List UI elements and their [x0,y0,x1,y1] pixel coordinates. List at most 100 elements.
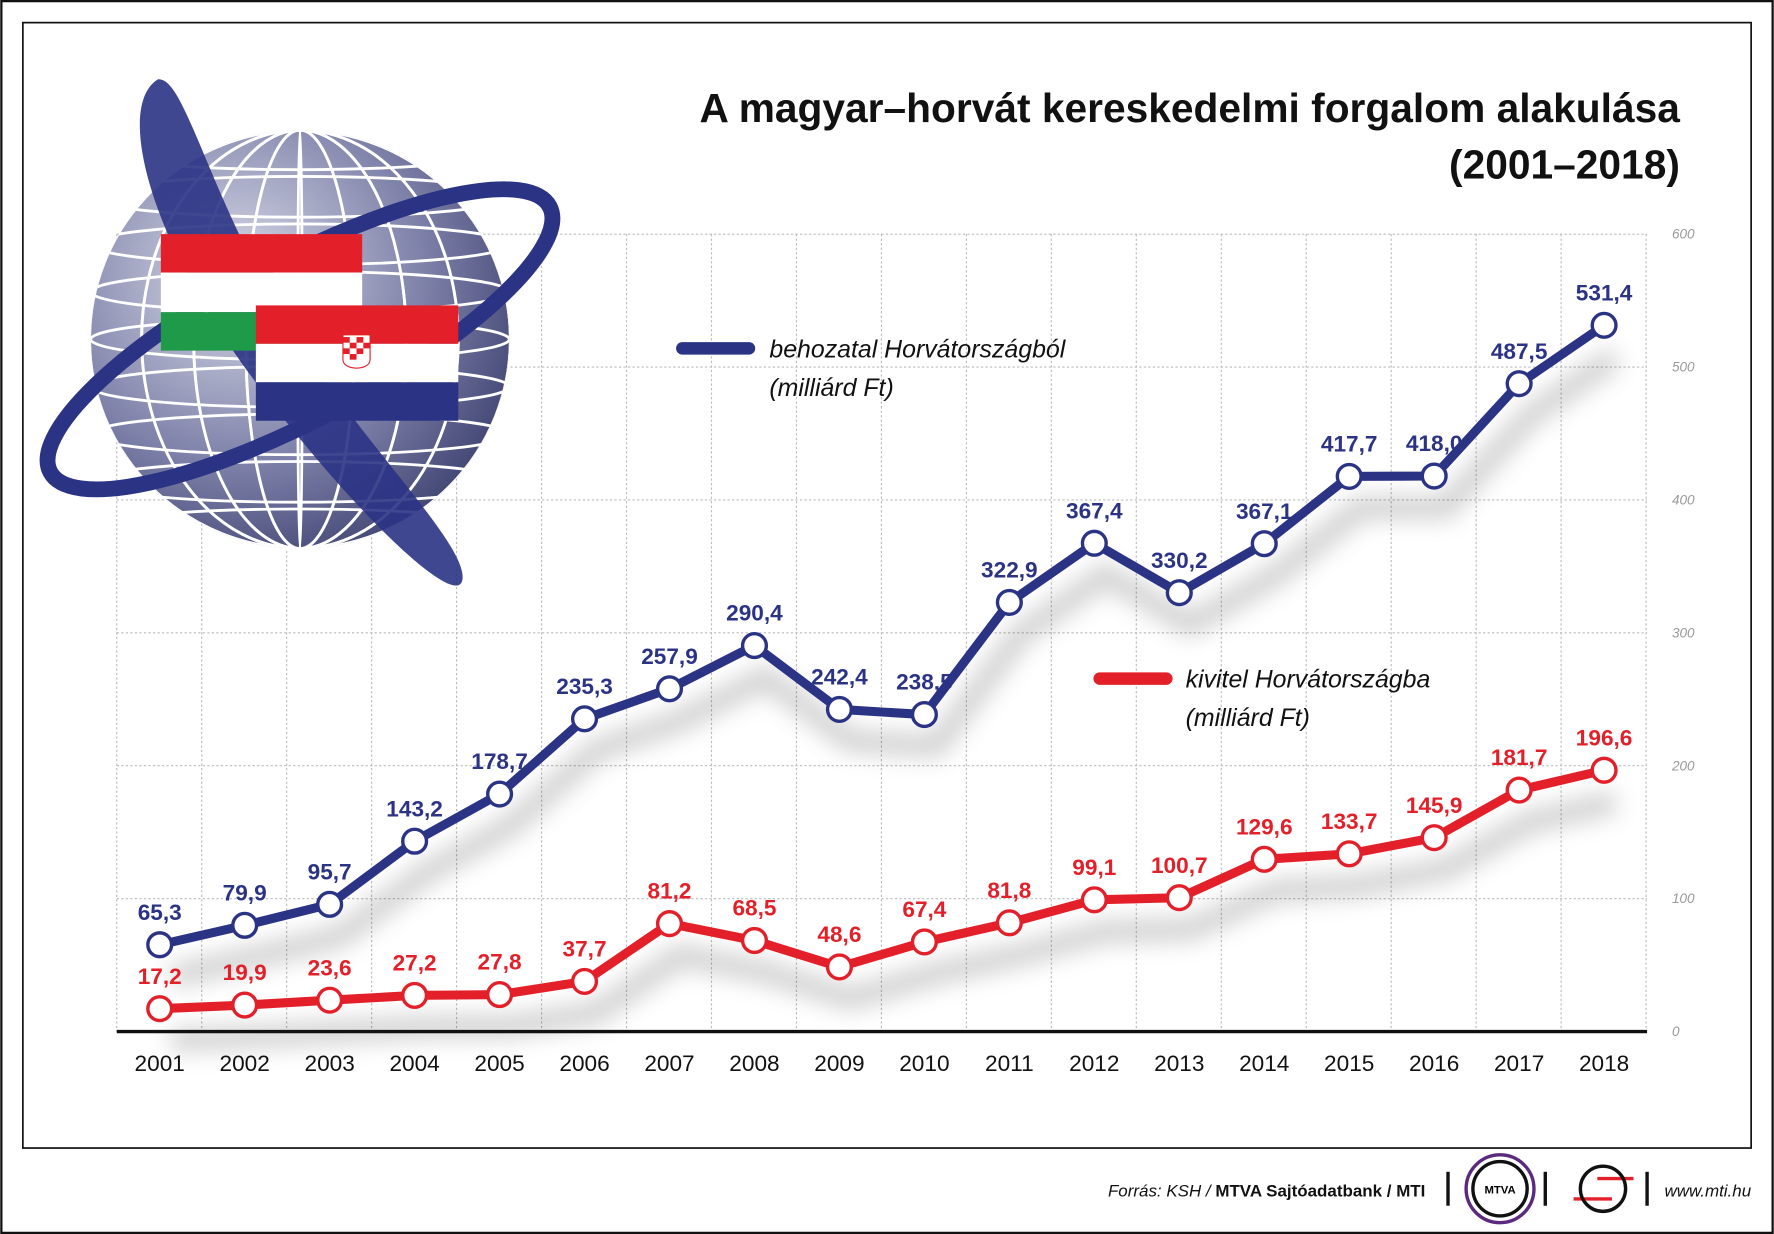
legend-export-label: kivitel Horvátországba [1186,666,1431,694]
x-tick-label: 2009 [814,1051,864,1076]
data-label: 67,4 [902,897,946,922]
data-point [316,986,344,1014]
data-point [570,967,599,996]
mti-logo [1573,1164,1634,1214]
data-point [825,695,854,723]
data-point [1250,530,1278,558]
data-label: 242,4 [811,665,868,690]
legend-export: kivitel Horvátországba (milliárd Ft) [1093,666,1431,732]
data-label: 23,6 [308,955,352,980]
data-point [1080,529,1108,557]
data-label: 181,7 [1491,745,1548,770]
data-point [486,981,514,1009]
x-tick-label: 2011 [985,1051,1034,1076]
data-point [1420,824,1448,852]
data-label: 27,2 [393,951,437,976]
data-label: 531,4 [1576,280,1633,305]
data-label: 330,2 [1151,548,1208,573]
data-label: 19,9 [223,960,267,985]
data-point [1420,462,1448,490]
x-tick-label: 2004 [389,1051,439,1076]
data-label: 487,5 [1491,339,1548,364]
data-label: 81,8 [987,878,1031,903]
data-point [401,827,429,855]
data-point [740,632,769,660]
x-tick-label: 2005 [474,1051,524,1076]
mtva-logo: MTVA [1464,1153,1536,1225]
legend-import-unit: (milliárd Ft) [769,374,893,402]
legend-import-label: behozatal Horvátországból [769,335,1066,363]
data-label: 235,3 [556,674,613,699]
data-label: 81,2 [647,879,691,904]
x-tick-label: 2010 [899,1051,949,1076]
data-point [1250,845,1278,873]
footer: Forrás: KSH / MTVA Sajtóadatbank / MTI M… [1108,1153,1752,1225]
data-label: 367,4 [1066,498,1123,523]
data-point [1505,776,1533,804]
data-point [401,981,429,1009]
data-label: 99,1 [1072,855,1116,880]
data-label: 418,0 [1406,431,1463,456]
legend-import: behozatal Horvátországból (milliárd Ft) [676,335,1067,402]
data-point [740,926,769,955]
website-url: www.mti.hu [1664,1182,1751,1201]
x-tick-label: 2001 [135,1051,185,1076]
data-point [655,675,684,703]
data-point [146,931,174,959]
data-label: 178,7 [471,749,528,774]
y-tick-label: 600 [1672,227,1695,242]
x-tick-label: 2012 [1069,1051,1119,1076]
y-tick-label: 0 [1672,1024,1680,1039]
x-tick-label: 2003 [304,1051,354,1076]
data-point [825,953,854,981]
data-label: 145,9 [1406,793,1463,818]
x-tick-label: 2018 [1579,1051,1629,1076]
x-tick-label: 2006 [559,1051,609,1076]
data-label: 196,6 [1576,725,1633,750]
line-shadows [168,347,1622,1052]
svg-text:MTVA: MTVA [1484,1184,1515,1196]
data-point [231,991,259,1019]
data-label: 133,7 [1321,809,1378,834]
croatia-flag [255,305,459,421]
data-point [995,588,1023,616]
chart-title: A magyar–horvát kereskedelmi forgalom al… [700,85,1681,131]
data-label: 65,3 [138,900,182,925]
data-point [146,995,174,1023]
y-tick-label: 400 [1672,492,1695,507]
data-label: 27,8 [478,950,522,975]
data-point [231,911,259,939]
data-label: 322,9 [981,558,1038,583]
x-tick-label: 2008 [729,1051,779,1076]
data-label: 129,6 [1236,814,1293,839]
data-label: 100,7 [1151,853,1208,878]
data-label: 48,6 [817,922,861,947]
x-tick-label: 2016 [1409,1051,1459,1076]
data-point [910,700,938,729]
data-label: 257,9 [641,644,698,669]
y-tick-label: 300 [1672,625,1695,640]
x-tick-label: 2014 [1239,1051,1289,1076]
data-label: 68,5 [732,896,776,921]
data-point [570,705,599,733]
data-label: 17,2 [138,964,182,989]
data-point [1590,756,1618,784]
data-point [655,910,684,938]
data-point [316,890,344,918]
data-point [1335,840,1363,868]
y-tick-label: 100 [1672,891,1695,906]
x-tick-label: 2002 [220,1051,270,1076]
series-line-1 [159,765,1606,1014]
x-tick-label: 2007 [644,1051,694,1076]
data-point [1080,886,1108,914]
y-tick-label: 500 [1672,360,1695,375]
data-label: 417,7 [1321,432,1378,457]
data-point [1335,462,1363,490]
data-point [1165,884,1193,912]
data-point [1165,579,1193,607]
data-point [910,928,938,956]
x-tick-label: 2013 [1154,1051,1204,1076]
series-shadow [168,347,1622,988]
data-label: 37,7 [563,937,607,962]
